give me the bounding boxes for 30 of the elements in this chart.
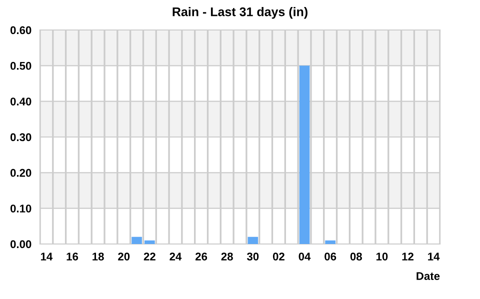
- x-tick-label: 26: [195, 252, 208, 260]
- x-tick-label: 28: [221, 252, 233, 260]
- bar: [299, 66, 310, 244]
- y-tick-label: 0.10: [10, 204, 32, 212]
- x-axis-title: Date: [416, 272, 440, 280]
- y-tick-label: 0.40: [10, 98, 32, 106]
- x-tick-label: 04: [298, 252, 311, 260]
- x-tick-label: 06: [324, 252, 336, 260]
- x-tick-label: 30: [246, 252, 259, 261]
- chart-title: Rain - Last 31 days (in): [172, 7, 308, 19]
- x-tick-label: 20: [118, 252, 130, 260]
- x-tick-label: 02: [272, 252, 284, 260]
- bar: [144, 240, 155, 244]
- x-tick-label: 12: [402, 252, 414, 260]
- x-tick-label: 14: [40, 252, 53, 260]
- bar: [248, 236, 258, 244]
- x-tick-label: 14: [428, 252, 440, 260]
- y-tick-label: 0.00: [10, 240, 32, 248]
- bar: [132, 236, 142, 244]
- y-tick-label: 0.20: [10, 168, 32, 177]
- y-tick-label: 0.30: [10, 133, 32, 142]
- x-tick-label: 22: [144, 252, 156, 260]
- y-tick-label: 0.60: [10, 26, 32, 34]
- y-tick-label: 0.50: [10, 62, 32, 70]
- bar: [325, 240, 336, 244]
- x-tick-label: 16: [66, 252, 78, 260]
- x-tick-label: 18: [92, 252, 104, 260]
- x-tick-label: 08: [350, 252, 362, 260]
- x-tick-label: 24: [170, 252, 182, 260]
- x-tick-label: 10: [376, 252, 388, 260]
